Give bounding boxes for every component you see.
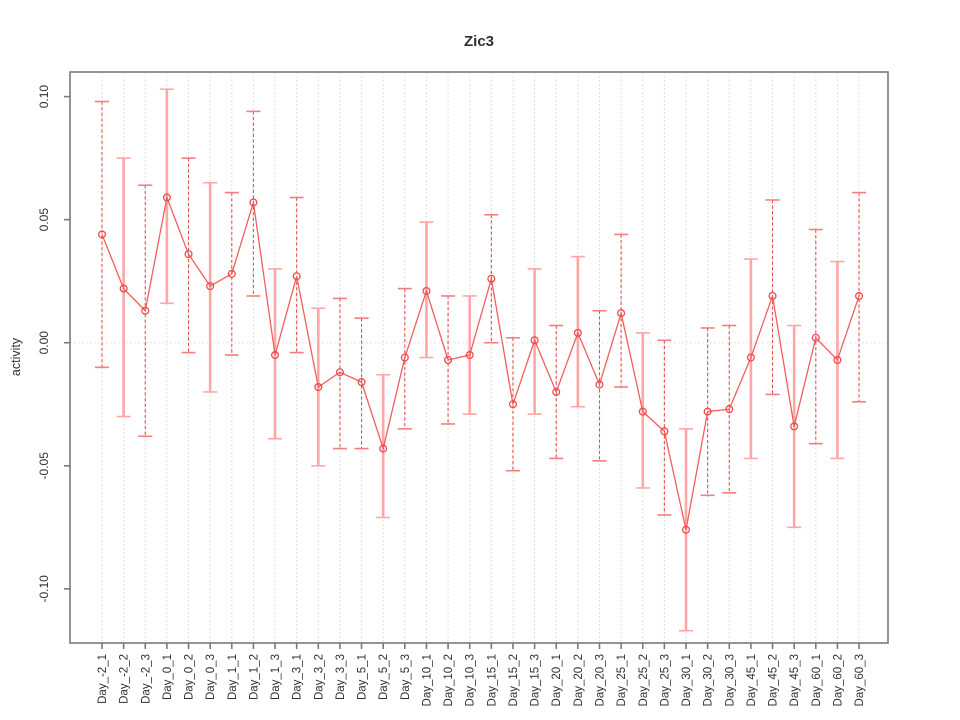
x-tick-label: Day_5_1 [357, 654, 369, 700]
data-point [681, 525, 691, 534]
x-tick-label: Day_45_1 [746, 654, 758, 706]
data-point [249, 198, 258, 207]
x-tick-label: Day_3_3 [335, 654, 347, 700]
data-point [811, 333, 820, 342]
x-tick-label: Day_45_2 [768, 654, 780, 706]
x-tick-label: Day_15_3 [530, 654, 542, 706]
x-tick-label: Day_10_2 [443, 654, 455, 706]
data-point [595, 380, 604, 389]
x-tick-label: Day_60_2 [832, 654, 844, 706]
data-point [119, 284, 128, 293]
series-line [101, 195, 860, 530]
data-point [465, 350, 474, 360]
x-tick-label: Day_-2_3 [140, 654, 152, 704]
data-point [379, 444, 388, 453]
data-point [854, 291, 864, 301]
data-point [357, 378, 366, 387]
data-point [97, 230, 107, 239]
data-point [335, 368, 344, 377]
data-point [703, 407, 712, 416]
x-tick-label: Day_1_2 [248, 654, 260, 700]
data-point [508, 400, 518, 409]
x-tick-label: Day_0_3 [205, 654, 217, 700]
y-tick-label: -0.05 [37, 452, 51, 480]
x-tick-label: Day_20_1 [551, 654, 563, 706]
data-point [422, 286, 431, 296]
x-tick-label: Day_60_3 [854, 654, 866, 706]
x-tick-label: Day_30_3 [724, 654, 736, 706]
data-point [206, 282, 215, 291]
data-point [162, 193, 171, 202]
x-tick-label: Day_0_2 [184, 654, 196, 700]
data-point [400, 353, 409, 362]
x-tick-label: Day_25_2 [638, 654, 650, 706]
data-point [444, 355, 453, 365]
data-point [833, 355, 842, 365]
x-tick-label: Day_25_1 [616, 654, 628, 706]
x-tick-label: Day_5_3 [400, 654, 412, 700]
x-tick-label: Day_10_3 [465, 654, 477, 706]
x-tick-label: Day_20_3 [594, 654, 606, 706]
data-point [227, 269, 236, 278]
y-tick-label: 0.05 [37, 208, 51, 232]
data-point [552, 387, 561, 397]
x-tick-label: Day_1_1 [227, 654, 239, 700]
data-point [314, 382, 323, 392]
data-point [768, 291, 777, 301]
x-tick-label: Day_1_3 [270, 654, 282, 700]
data-point [638, 407, 647, 416]
x-tick-label: Day_60_1 [811, 654, 823, 706]
plot-border [69, 71, 889, 644]
plot-area: 0.10 0.05 0.00 -0.05 -0.10 Day_-2_1 Day_-2_2 Da… [37, 71, 889, 706]
y-tick-label: 0.00 [37, 331, 51, 355]
chart-title: Zic3 [464, 33, 494, 50]
data-point [573, 328, 582, 337]
x-tick-label: Day_0_1 [162, 654, 174, 700]
x-tick-label: Day_5_2 [378, 654, 390, 700]
x-tick-label: Day_-2_2 [119, 654, 131, 704]
data-point [270, 350, 280, 360]
x-tick-label: Day_45_3 [789, 654, 801, 706]
y-axis-label: activity [9, 337, 23, 376]
y-tick-label: 0.10 [37, 85, 51, 109]
x-tick-label: Day_25_3 [659, 654, 671, 706]
data-point [184, 250, 193, 259]
x-tick-label: Day_30_2 [703, 654, 715, 706]
data-point [141, 306, 150, 315]
x-tick-label: Day_30_1 [681, 654, 693, 706]
data-point [487, 274, 496, 283]
x-tick-label: Day_15_2 [508, 654, 520, 706]
data-point [746, 353, 755, 362]
y-tick-label: -0.10 [37, 575, 51, 603]
x-tick-label: Day_3_1 [292, 654, 304, 700]
data-point [660, 427, 669, 436]
x-tick-label: Day_10_1 [421, 654, 433, 706]
data-point [790, 422, 799, 431]
x-tick-label: Day_-2_1 [97, 654, 109, 704]
x-tick-label: Day_20_2 [573, 654, 585, 706]
x-tick-label: Day_3_2 [313, 654, 325, 700]
data-point [617, 309, 626, 318]
data-point [725, 405, 734, 414]
data-point [292, 272, 301, 281]
x-tick-label: Day_15_1 [486, 654, 498, 706]
data-point [530, 336, 539, 345]
